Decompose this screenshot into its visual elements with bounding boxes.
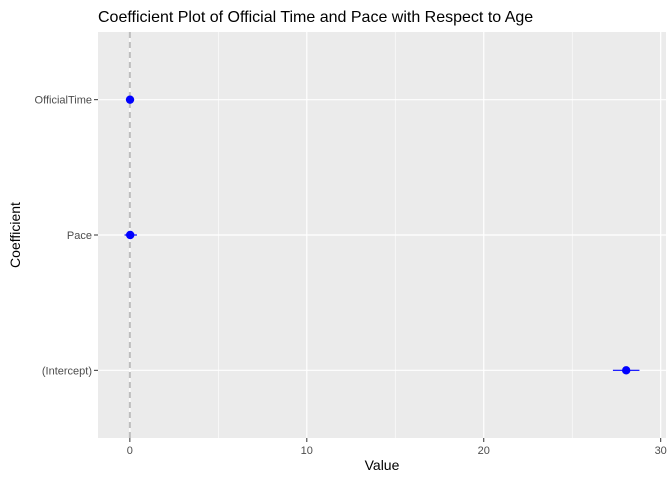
coefficient-point: [621, 366, 631, 375]
coefficient-marks: [124, 95, 640, 375]
x-tick-label: 10: [301, 445, 313, 457]
coefficient-point: [125, 95, 135, 104]
x-tick-label: 20: [478, 445, 490, 457]
x-axis: 0 10 20 30: [127, 438, 667, 457]
y-axis: OfficialTime Pace (Intercept): [35, 95, 98, 377]
x-axis-label: Value: [365, 457, 400, 473]
coefficient-point: [126, 230, 135, 240]
y-tick-label: OfficialTime: [35, 95, 92, 107]
x-tick-label: 30: [655, 445, 667, 457]
y-axis-label: Coefficient: [7, 202, 23, 268]
chart-title: Coefficient Plot of Official Time and Pa…: [98, 9, 533, 26]
x-tick-label: 0: [127, 445, 133, 457]
y-tick-label: Pace: [67, 230, 92, 242]
y-tick-label: (Intercept): [42, 365, 92, 377]
